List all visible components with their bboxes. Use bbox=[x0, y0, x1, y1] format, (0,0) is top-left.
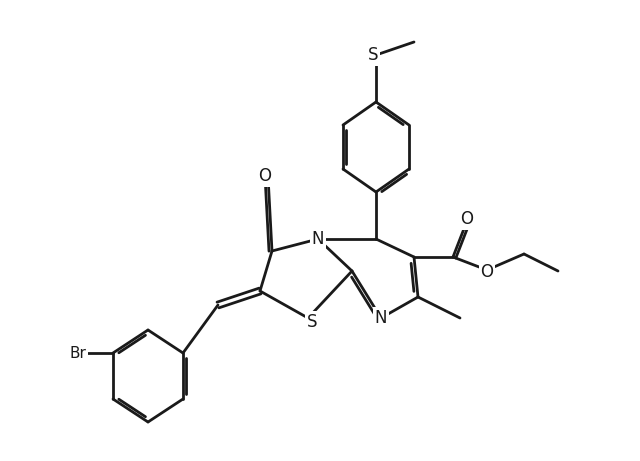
Text: S: S bbox=[368, 46, 378, 64]
Text: N: N bbox=[312, 230, 324, 248]
Text: N: N bbox=[375, 309, 387, 327]
Text: Br: Br bbox=[70, 345, 86, 361]
Text: S: S bbox=[307, 313, 317, 331]
Text: O: O bbox=[481, 263, 493, 281]
Text: O: O bbox=[259, 167, 271, 185]
Text: O: O bbox=[461, 210, 474, 228]
